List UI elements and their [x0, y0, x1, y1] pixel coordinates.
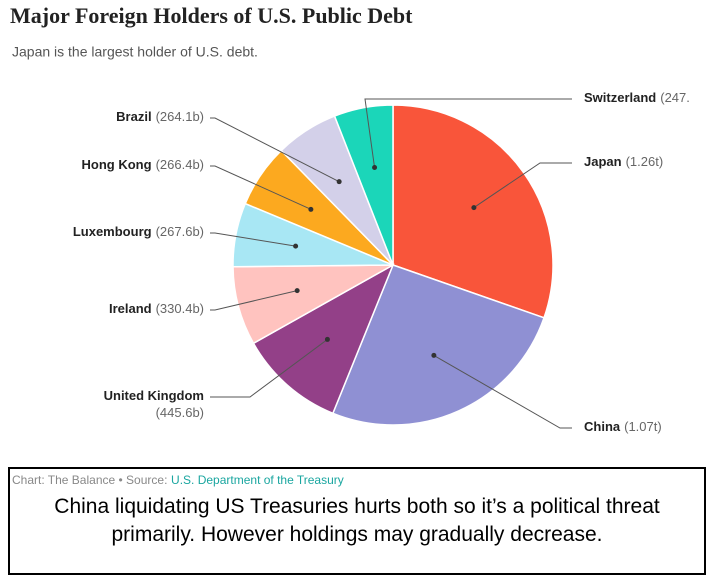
slice-label: Luxembourg (267.6b)	[73, 224, 204, 239]
slice-label: Switzerland (247.	[584, 90, 690, 105]
chart: Major Foreign Holders of U.S. Public Deb…	[10, 3, 690, 487]
slice-value: (1.26t)	[626, 154, 664, 169]
slice-name: Ireland	[109, 301, 152, 316]
slice-label: Ireland (330.4b)	[109, 301, 204, 316]
slice-name: China	[584, 419, 621, 434]
pie-slice	[331, 264, 545, 426]
leader-dot	[293, 243, 299, 249]
slice-value: (264.1b)	[156, 109, 204, 124]
leader-line	[210, 290, 298, 311]
slice-value: (1.07t)	[624, 419, 662, 434]
leader-dot	[471, 205, 477, 211]
caption: China liquidating US Treasuries hurts bo…	[8, 467, 706, 575]
leader-line	[210, 339, 328, 398]
slice-name: United Kingdom	[104, 388, 204, 403]
leader-line	[210, 232, 296, 247]
chart-title: Major Foreign Holders of U.S. Public Deb…	[10, 3, 413, 28]
pie-slice	[333, 104, 394, 266]
pie-slice	[252, 263, 395, 415]
slice-label: Brazil (264.1b)	[116, 109, 204, 124]
leader-dot	[308, 206, 314, 212]
slice-value: (266.4b)	[156, 157, 204, 172]
slice-label: Japan (1.26t)	[584, 154, 663, 169]
footer-credit: Chart: The Balance • Source:	[12, 473, 167, 487]
leader-dot	[431, 352, 437, 358]
slice-label: Hong Kong (266.4b)	[82, 157, 204, 172]
leader-line	[210, 165, 312, 210]
pie-slice	[392, 104, 554, 319]
chart-subtitle: Japan is the largest holder of U.S. debt…	[12, 44, 258, 60]
leader-dot	[336, 179, 342, 185]
leader-dot	[372, 165, 378, 171]
slice-label: United Kingdom	[104, 388, 204, 403]
slice-label: China (1.07t)	[584, 419, 662, 434]
slice-name: Luxembourg	[73, 224, 152, 239]
leader-line	[210, 117, 340, 183]
footer-source[interactable]: U.S. Department of the Treasury	[171, 473, 344, 487]
slice-name: Brazil	[116, 109, 151, 124]
leader-dot	[294, 288, 300, 294]
slice-name: Hong Kong	[82, 157, 152, 172]
footer: Chart: The Balance • Source: U.S. Depart…	[12, 472, 344, 487]
leader-line	[473, 162, 572, 209]
slice-value: (267.6b)	[156, 224, 204, 239]
leader-line	[433, 354, 572, 429]
slice-name: Japan	[584, 154, 622, 169]
leader-dot	[324, 336, 330, 342]
slice-value: (330.4b)	[156, 301, 204, 316]
slice-name: Switzerland	[584, 90, 656, 105]
slice-label: (445.6b)	[156, 405, 204, 420]
leader-line	[364, 98, 572, 168]
slice-value: (445.6b)	[156, 405, 204, 420]
slice-value: (247.	[660, 90, 690, 105]
